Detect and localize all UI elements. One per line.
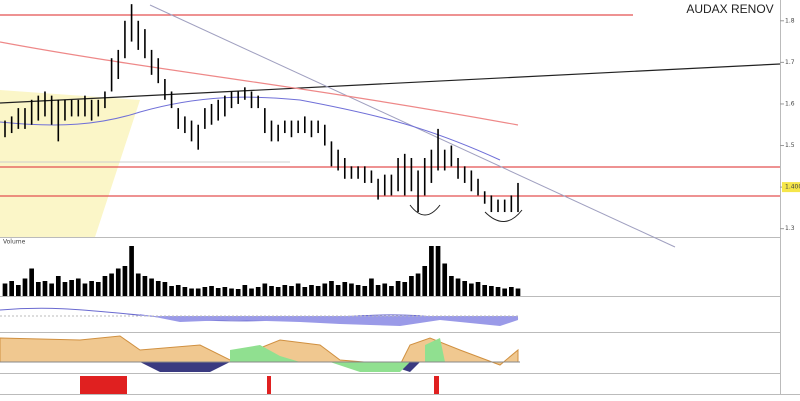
y-tick-label: 1.3 bbox=[785, 225, 795, 232]
volume-bar bbox=[255, 287, 261, 296]
volume-bar bbox=[335, 285, 341, 296]
volume-bar bbox=[69, 280, 74, 296]
volume-bar bbox=[55, 276, 61, 296]
volume-bar bbox=[415, 273, 421, 296]
volume-bar bbox=[395, 281, 401, 296]
volume-bar bbox=[162, 282, 168, 296]
volume-bar bbox=[275, 287, 281, 296]
signal-pane bbox=[80, 376, 439, 394]
volume-bar bbox=[375, 285, 381, 296]
y-tick-label: 1.8 bbox=[785, 17, 795, 24]
volume-bar bbox=[302, 287, 308, 296]
volume-bar bbox=[42, 281, 48, 296]
volume-bar bbox=[435, 246, 441, 296]
y-tick-label: 1.5 bbox=[785, 142, 795, 149]
volume-bar bbox=[422, 266, 428, 296]
volume-bar bbox=[95, 282, 101, 296]
volume-bar bbox=[382, 283, 388, 296]
stochastic-pane bbox=[0, 335, 520, 372]
volume-bar bbox=[89, 281, 94, 296]
volume-bar bbox=[169, 286, 174, 296]
volume-bar bbox=[409, 276, 414, 296]
volume-bar bbox=[402, 282, 408, 296]
volume-bar bbox=[389, 286, 394, 296]
price-label-bg bbox=[782, 182, 800, 193]
volume-bar bbox=[102, 276, 108, 296]
y-tick-label: 1.400 bbox=[785, 184, 800, 191]
volume-bar bbox=[455, 278, 461, 296]
volume-bar bbox=[122, 266, 128, 296]
volume-bar bbox=[322, 283, 328, 296]
volume-title: Volume bbox=[3, 239, 26, 246]
volume-bar bbox=[515, 288, 521, 296]
volume-bar bbox=[129, 246, 134, 296]
volume-bar bbox=[309, 285, 314, 296]
volume-bar bbox=[475, 282, 481, 296]
volume-bar bbox=[229, 288, 234, 296]
volume-bar bbox=[82, 283, 88, 296]
volume-bar bbox=[349, 283, 354, 296]
volume-bar bbox=[489, 286, 494, 296]
volume-bar bbox=[429, 246, 434, 296]
volume-bar bbox=[35, 282, 41, 296]
volume-bar bbox=[49, 283, 54, 296]
rsi-pane bbox=[0, 307, 520, 326]
chart-title: AUDAX RENOV bbox=[686, 2, 773, 16]
volume-bar bbox=[509, 287, 514, 296]
annotations bbox=[0, 4, 781, 248]
volume-bar bbox=[449, 276, 454, 296]
volume-bar bbox=[362, 286, 368, 296]
volume-bar bbox=[249, 288, 254, 296]
volume-bar bbox=[295, 283, 301, 296]
volume-bar bbox=[269, 286, 274, 296]
volume-bar bbox=[62, 282, 68, 296]
volume-bar bbox=[469, 283, 474, 296]
volume-bar bbox=[282, 285, 288, 296]
volume-bar bbox=[342, 282, 348, 296]
volume-bar bbox=[369, 278, 374, 296]
volume-bar bbox=[242, 285, 248, 296]
volume-bar bbox=[135, 273, 141, 296]
volume-bar bbox=[289, 286, 294, 296]
volume-bar bbox=[182, 287, 188, 296]
highlight-zone bbox=[0, 90, 140, 237]
volume-bar bbox=[75, 278, 81, 296]
volume-bar bbox=[142, 276, 148, 296]
volume-bar bbox=[109, 273, 114, 296]
y-tick-label: 1.7 bbox=[785, 59, 795, 66]
volume-bar bbox=[155, 281, 161, 296]
volume-bar bbox=[15, 285, 21, 296]
volume-bar bbox=[462, 281, 468, 296]
volume-bar bbox=[189, 288, 194, 296]
volume-bar bbox=[235, 289, 241, 296]
volume-bar bbox=[329, 281, 334, 296]
volume-bar bbox=[442, 263, 448, 296]
volume-bar bbox=[222, 287, 228, 296]
volume-bar bbox=[209, 286, 214, 296]
volume-bar bbox=[9, 281, 14, 296]
volume-bar bbox=[495, 287, 501, 296]
volume-bar bbox=[115, 268, 121, 296]
volume-bar bbox=[315, 286, 321, 296]
volume-bar bbox=[149, 278, 154, 296]
volume-bar bbox=[202, 287, 208, 296]
volume-bar bbox=[482, 285, 488, 296]
volume-bar bbox=[29, 268, 34, 296]
volume-bar bbox=[502, 288, 508, 296]
volume-bar bbox=[215, 288, 221, 296]
volume-bar bbox=[355, 285, 361, 296]
volume-bar bbox=[195, 288, 201, 296]
volume-bar bbox=[262, 283, 268, 296]
volume-bar bbox=[2, 283, 8, 296]
y-tick-label: 1.6 bbox=[785, 100, 795, 107]
volume-bar bbox=[175, 285, 181, 296]
volume-bar bbox=[22, 278, 28, 296]
